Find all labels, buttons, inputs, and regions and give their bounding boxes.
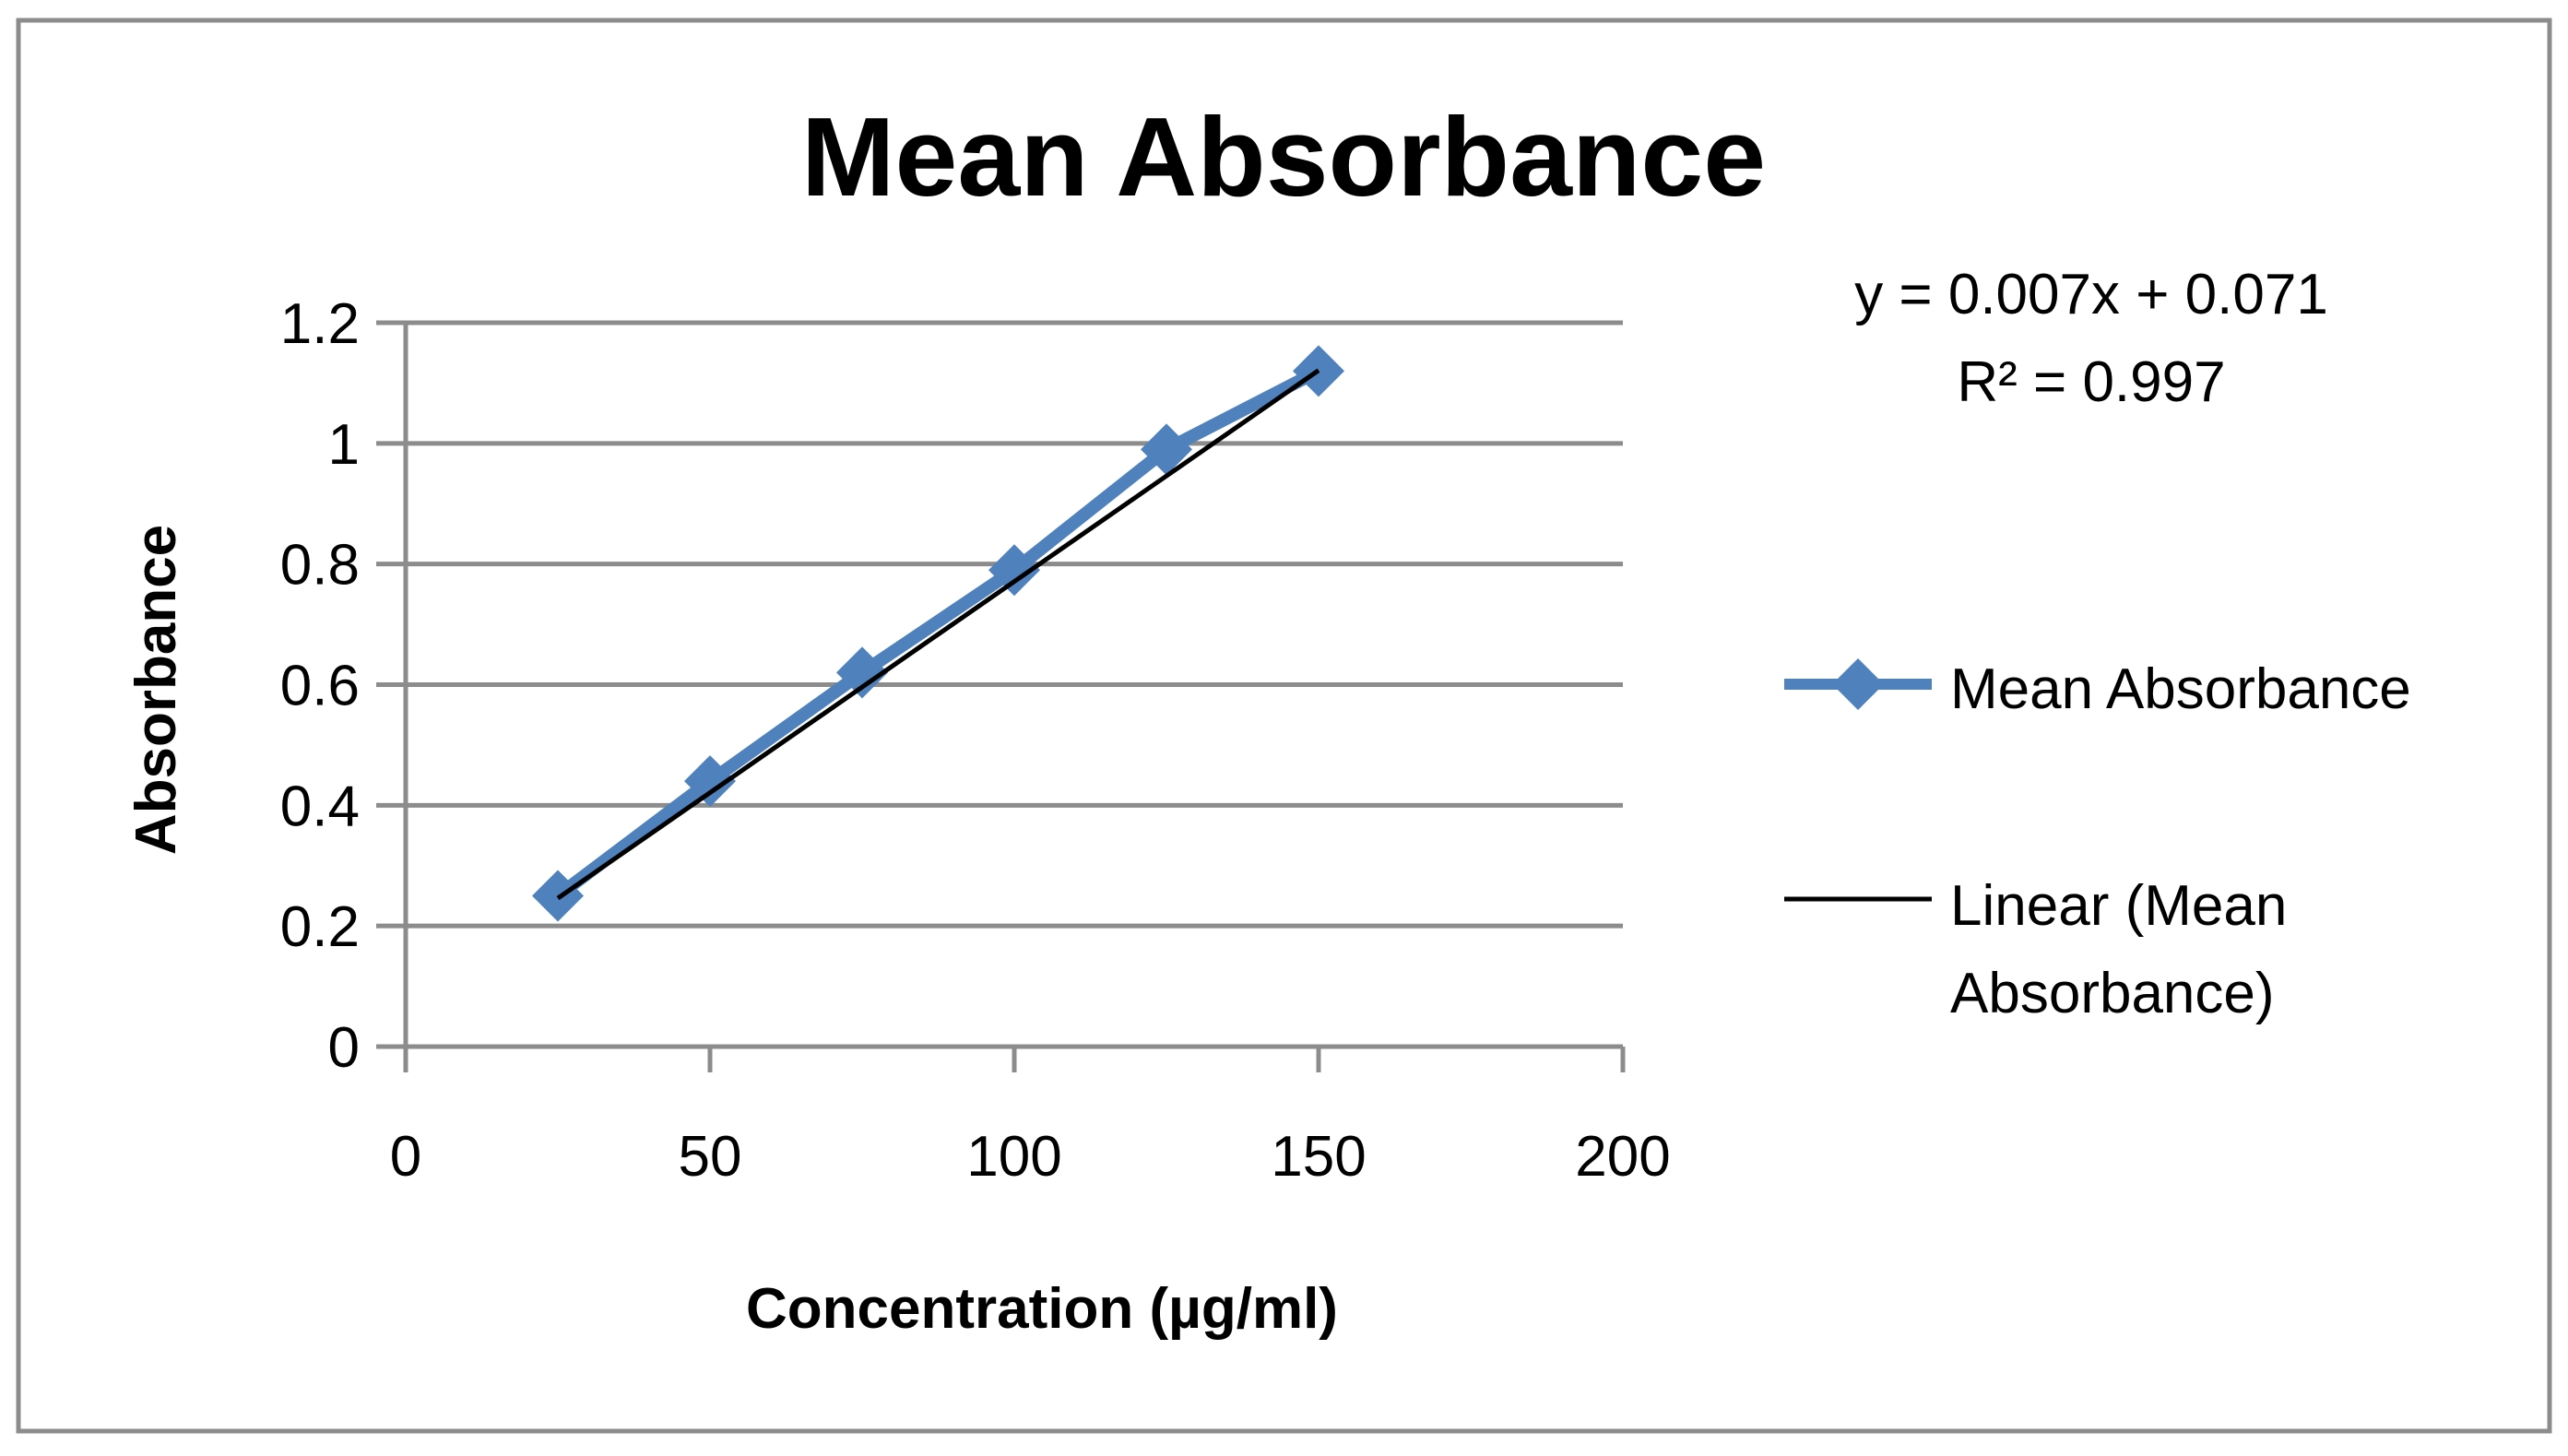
x-tick-label-1: 50 [679, 1125, 742, 1189]
x-tick-label-2: 100 [966, 1125, 1061, 1189]
legend: Mean Absorbance Linear (Mean Absorbance) [1784, 657, 2411, 1025]
legend-diamond-icon [1832, 658, 1884, 710]
series-line-0 [553, 365, 1322, 902]
y-tick-label-5: 1 [328, 413, 360, 477]
data-point-2 [836, 646, 888, 699]
chart-title: Mean Absorbance [801, 94, 1766, 219]
x-axis-title: Concentration (µg/ml) [746, 1277, 1338, 1341]
y-axis-title: Absorbance [124, 525, 188, 855]
x-tick-label-3: 150 [1271, 1125, 1366, 1189]
trendline-r-squared: R² = 0.997 [1957, 350, 2225, 414]
data-point-1 [684, 755, 736, 808]
legend-label-trendline-line1: Linear (Mean [1950, 874, 2287, 938]
x-tick-label-4: 200 [1575, 1125, 1670, 1189]
trendline-equation: y = 0.007x + 0.071 [1854, 263, 2328, 326]
chart-border [16, 18, 2552, 1434]
y-tick-label-1: 0.2 [280, 895, 360, 959]
y-tick-label-0: 0 [328, 1016, 360, 1080]
gridlines [406, 320, 1623, 929]
y-tick-labels: 0 0.2 0.4 0.6 0.8 1 1.2 [280, 292, 360, 1080]
y-tick-label-3: 0.6 [280, 655, 360, 718]
y-tick-label-6: 1.2 [280, 292, 360, 356]
x-tick-labels: 0 50 100 150 200 [390, 1125, 1671, 1189]
data-point-4 [1141, 423, 1192, 476]
data-point-3 [988, 544, 1040, 597]
y-tick-label-4: 0.8 [280, 534, 360, 598]
x-tick-label-0: 0 [390, 1125, 421, 1189]
series-mean-absorbance [532, 345, 1344, 922]
trendline-line [556, 368, 1320, 901]
y-tick-label-2: 0.4 [280, 775, 360, 838]
axes [376, 320, 1626, 1072]
trendline [556, 368, 1320, 901]
legend-label-trendline-line2: Absorbance) [1950, 962, 2275, 1025]
legend-label-series: Mean Absorbance [1950, 657, 2411, 721]
